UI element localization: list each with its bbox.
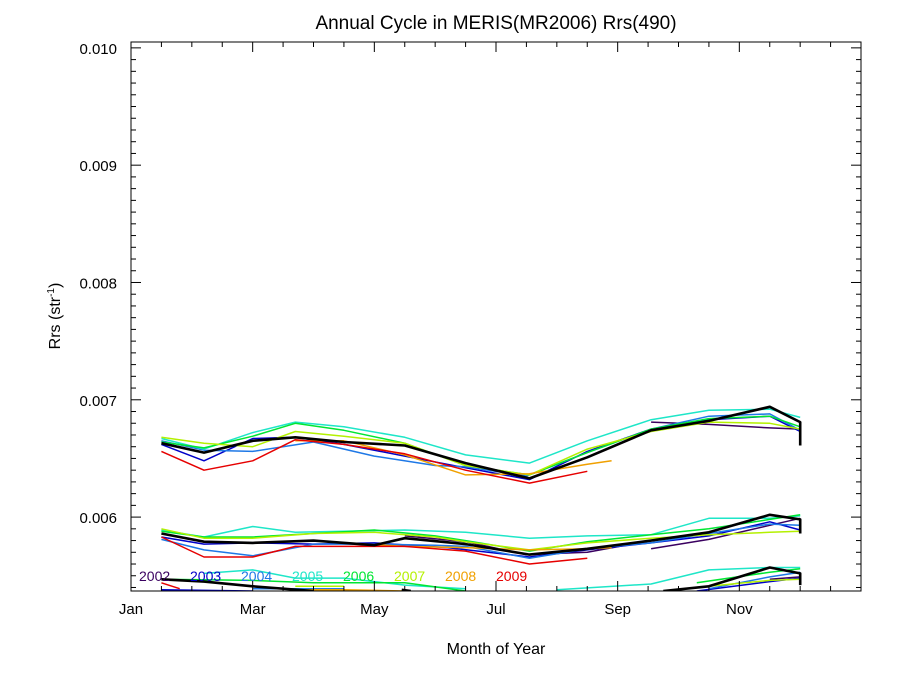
series-line-2007-4: [708, 578, 801, 588]
series-line-2002-4: [769, 576, 801, 581]
series-line-2006-3: [161, 578, 466, 591]
series-line-mean-3: [161, 578, 314, 591]
legend-item-2006: 2006: [343, 568, 374, 584]
legend-item-2003: 2003: [190, 568, 221, 584]
y-axis-label-superscript: -1: [46, 288, 57, 297]
series-2003: [161, 415, 801, 591]
x-tick-label-jan: Jan: [119, 601, 143, 618]
x-axis-label: Month of Year: [447, 641, 546, 658]
series-line-2003-1: [161, 415, 801, 481]
chart-title: Annual Cycle in MERIS(MR2006) Rrs(490): [315, 13, 676, 34]
series-2009: [161, 438, 588, 590]
y-tick-label-0.010: 0.010: [79, 41, 117, 58]
series-2005: [161, 408, 801, 591]
series-line-2005-2: [161, 515, 801, 539]
legend-item-2007: 2007: [394, 568, 425, 584]
x-tick-label-jul: Jul: [486, 601, 505, 618]
legend-item-2008: 2008: [445, 568, 476, 584]
plot-frame: [130, 41, 862, 592]
x-tick-label-nov: Nov: [726, 601, 753, 618]
series-line-2008-1: [295, 440, 612, 476]
legend-item-2005: 2005: [292, 568, 323, 584]
y-tick-label-0.007: 0.007: [79, 393, 117, 410]
series-line-2005-1: [161, 408, 801, 464]
series-line-2005-4: [556, 566, 801, 591]
series-line-mean-2: [161, 513, 802, 556]
series-layer: [161, 405, 802, 591]
series-2007: [161, 421, 801, 588]
y-axis-label: Rrs (str-1): [46, 283, 64, 350]
series-line-2006-2: [161, 514, 801, 552]
series-line-2004-1: [161, 413, 801, 477]
legend-item-2002: 2002: [139, 568, 170, 584]
y-axis-label-main: Rrs (str: [47, 296, 64, 349]
series-line-2009-3: [161, 582, 180, 590]
axis-ticks: [130, 42, 862, 591]
x-tick-label-sep: Sep: [604, 601, 631, 618]
x-tick-label-may: May: [360, 601, 389, 618]
x-tick-label-mar: Mar: [240, 601, 266, 618]
legend: 2002 2003 2004 2005 2006 2007 2008 2009: [139, 568, 527, 584]
y-tick-label-0.006: 0.006: [79, 510, 117, 527]
series-line-mean-1: [161, 405, 802, 480]
legend-item-2009: 2009: [496, 568, 527, 584]
series-2006: [161, 415, 801, 591]
series-line-2002-2: [650, 517, 801, 550]
y-axis-label-close: ): [47, 283, 64, 288]
legend-item-2004: 2004: [241, 568, 272, 584]
series-line-2007-2: [161, 528, 801, 551]
series-line-2005-3: [203, 569, 466, 590]
series-line-mean-5: [663, 566, 802, 591]
tick-labels: Jan Mar May Jul Sep Nov 0.006 0.007 0.008 0.009 0.…: [79, 41, 753, 618]
series-line-2009-1: [161, 438, 588, 484]
series-mean: [161, 405, 802, 591]
y-tick-label-0.009: 0.009: [79, 158, 117, 175]
series-line-2009-2: [161, 536, 588, 565]
y-tick-label-0.008: 0.008: [79, 275, 117, 292]
series-line-2006-4: [696, 567, 801, 584]
